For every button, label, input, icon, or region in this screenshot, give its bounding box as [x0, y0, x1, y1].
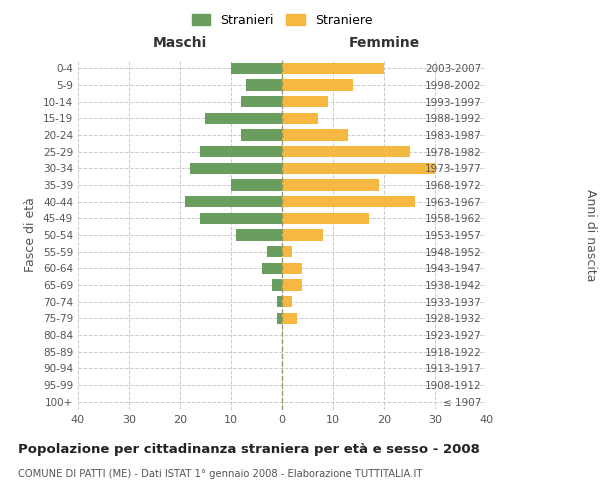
Bar [282, 262, 302, 274]
Bar [272, 280, 282, 290]
Bar [205, 112, 282, 124]
Bar [282, 280, 302, 290]
Text: COMUNE DI PATTI (ME) - Dati ISTAT 1° gennaio 2008 - Elaborazione TUTTITALIA.IT: COMUNE DI PATTI (ME) - Dati ISTAT 1° gen… [18, 469, 422, 479]
Bar [282, 112, 318, 124]
Bar [282, 80, 353, 90]
Bar [282, 146, 409, 158]
Bar [282, 296, 292, 308]
Text: Popolazione per cittadinanza straniera per età e sesso - 2008: Popolazione per cittadinanza straniera p… [18, 442, 480, 456]
Bar [190, 162, 282, 174]
Bar [262, 262, 282, 274]
Bar [282, 62, 384, 74]
Bar [282, 212, 369, 224]
Bar [282, 180, 379, 190]
Bar [246, 80, 282, 90]
Bar [200, 146, 282, 158]
Bar [241, 130, 282, 140]
Bar [282, 162, 435, 174]
Bar [282, 96, 328, 108]
Bar [282, 130, 348, 140]
Legend: Stranieri, Straniere: Stranieri, Straniere [188, 10, 376, 31]
Bar [266, 246, 282, 258]
Text: Maschi: Maschi [153, 36, 207, 50]
Bar [277, 296, 282, 308]
Y-axis label: Fasce di età: Fasce di età [25, 198, 37, 272]
Bar [200, 212, 282, 224]
Bar [282, 246, 292, 258]
Text: Anni di nascita: Anni di nascita [584, 188, 597, 281]
Bar [231, 62, 282, 74]
Bar [282, 196, 415, 207]
Bar [185, 196, 282, 207]
Bar [241, 96, 282, 108]
Bar [231, 180, 282, 190]
Bar [277, 312, 282, 324]
Text: Femmine: Femmine [349, 36, 419, 50]
Bar [282, 312, 298, 324]
Bar [236, 230, 282, 240]
Bar [282, 230, 323, 240]
